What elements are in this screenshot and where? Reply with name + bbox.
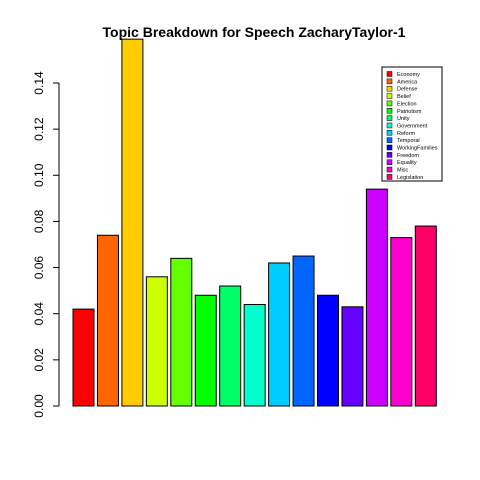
legend-label: Freedom [397,153,419,159]
bar-reform [268,262,291,407]
legend-label: Economy [397,72,420,78]
legend-label: Misc [397,168,409,174]
legend-swatch [386,85,393,92]
legend-swatch [386,144,393,151]
legend-swatch [386,137,393,143]
legend-label: Legislation [397,175,423,181]
bar-equality [365,188,388,407]
bar-misc [390,237,413,407]
bar-workingfamilies [317,294,339,407]
bar-election [170,257,193,407]
legend-swatch [386,78,393,85]
bar-freedom [341,306,364,407]
legend-swatch [386,159,393,165]
bar-unity [219,285,242,407]
legend-swatch [386,100,393,107]
legend-swatch [386,108,393,114]
bar-government [243,303,266,407]
legend-label: Temporal [397,138,420,144]
bar-belief [145,276,168,407]
legend-label: Government [397,123,428,129]
bars-group [72,38,437,407]
legend-label: America [397,79,418,85]
y-tick-label: 0.04 [32,302,46,326]
bar-legislation [414,225,437,407]
legend-label: Belief [397,94,411,100]
legend-label: Election [397,101,417,107]
legend-swatch [386,93,393,99]
legend-swatch [386,122,393,129]
legend-label: Patriotism [397,109,422,115]
y-tick-label: 0.14 [32,71,46,95]
y-tick-label: 0.00 [32,394,46,418]
legend-label: Equality [397,160,417,166]
bar-patriotism [194,294,217,407]
legend-swatch [386,152,393,158]
y-tick-label: 0.10 [32,163,46,187]
y-tick-label: 0.08 [32,209,46,233]
bar-defense [121,38,144,407]
y-tick-label: 0.12 [32,117,46,141]
bar-economy [72,308,95,407]
bar-america [96,234,119,407]
y-axis: 0.00 0.02 0.04 0.06 0.08 0.10 0.12 0.14 [32,71,60,418]
legend-label: Defense [397,87,418,93]
legend-label: WorkingFamilies [397,146,438,152]
y-tick-label: 0.02 [32,348,46,372]
legend-label: Unity [397,116,410,122]
legend-swatch [386,115,393,121]
legend-swatch [386,166,393,173]
chart-title: Topic Breakdown for Speech ZacharyTaylor… [103,24,406,40]
legend-swatch [386,174,393,180]
legend-swatch [386,130,393,136]
bar-temporal [292,255,315,407]
legend-swatch [386,71,393,77]
y-tick-label: 0.06 [32,256,46,280]
legend-label: Reform [397,131,415,137]
